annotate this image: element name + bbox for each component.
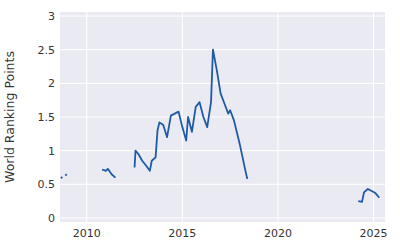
- tick-label: 2015: [168, 227, 196, 240]
- tick-label: 1: [48, 145, 55, 158]
- tick-label: 3: [48, 10, 55, 23]
- grid-line: [182, 12, 183, 222]
- grid-line: [60, 150, 385, 151]
- grid-line: [60, 117, 385, 118]
- tick-label: 2: [48, 77, 55, 90]
- plot-area: [60, 12, 385, 222]
- tick-label: 0: [48, 212, 55, 225]
- tick-label: 0.5: [38, 178, 56, 191]
- tick-label: 2025: [360, 227, 388, 240]
- line: [61, 50, 379, 202]
- grid-line: [277, 12, 278, 222]
- grid-line: [60, 83, 385, 84]
- grid-line: [373, 12, 374, 222]
- tick-label: 2020: [264, 227, 292, 240]
- grid-line: [60, 49, 385, 50]
- grid-line: [60, 16, 385, 17]
- tick-label: 2.5: [38, 44, 56, 57]
- series-group: [61, 50, 379, 202]
- grid-line: [60, 217, 385, 218]
- chart: 0 0.5 1 1.5 2 2.5 3 2010 2015 2020 2025 World Ranki…: [0, 0, 400, 250]
- grid-line: [86, 12, 87, 222]
- tick-label: 1.5: [38, 111, 56, 124]
- tick-label: 2010: [73, 227, 101, 240]
- grid-line: [60, 184, 385, 185]
- axis-label: World Ranking Points: [2, 51, 17, 183]
